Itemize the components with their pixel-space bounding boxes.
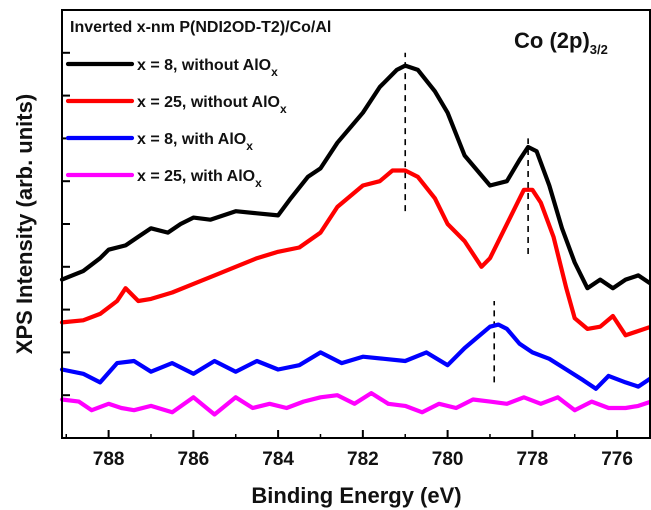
legend-label-sub-1: x — [280, 102, 287, 116]
corner-label-sub: 3/2 — [590, 42, 608, 57]
plot-title: Inverted x-nm P(NDI2OD-T2)/Co/Al — [70, 19, 331, 36]
legend-label-0: x = 8, without AlO — [137, 57, 271, 74]
series-line-3 — [59, 391, 651, 417]
x-tick-label: 780 — [432, 449, 464, 470]
legend-label-sub-2: x — [246, 139, 253, 153]
legend-label-2: x = 8, with AlO — [137, 131, 246, 148]
reference-lines — [404, 52, 529, 383]
x-tick-label: 776 — [601, 449, 633, 470]
legend-label-sub-3: x — [255, 176, 262, 190]
x-axis-title: Binding Energy (eV) — [251, 483, 461, 508]
svg-text:x = 25, with AlOx: x = 25, with AlOx — [137, 168, 262, 190]
x-tick-label: 786 — [178, 449, 210, 470]
y-ticks — [62, 51, 70, 397]
legend-label-sub-0: x — [271, 65, 278, 79]
legend-label-3: x = 25, with AlO — [137, 168, 255, 185]
svg-text:Co (2p)3/2: Co (2p)3/2 — [514, 28, 608, 57]
x-tick-label: 784 — [262, 449, 294, 470]
plot-frame — [61, 9, 651, 439]
svg-text:x = 8, with AlOx: x = 8, with AlOx — [137, 131, 253, 153]
y-axis-title: XPS Intensity (arb. units) — [12, 94, 37, 354]
series-lines — [59, 63, 651, 417]
series-line-1 — [59, 168, 651, 338]
corner-label: Co (2p)3/2 — [514, 28, 608, 57]
svg-text:x = 8, without AlOx: x = 8, without AlOx — [137, 57, 278, 79]
series-line-0 — [59, 63, 651, 291]
x-ticks: 788 786 784 782 780 778 776 — [65, 430, 633, 470]
x-tick-label: 778 — [517, 449, 549, 470]
plot-area: 788 786 784 782 780 778 776 — [59, 9, 651, 470]
series-line-2 — [59, 322, 651, 391]
svg-text:x = 25, without AlOx: x = 25, without AlOx — [137, 94, 287, 116]
x-tick-label: 782 — [347, 449, 379, 470]
x-tick-label: 788 — [93, 449, 125, 470]
corner-label-main: Co (2p) — [514, 28, 590, 53]
legend-label-1: x = 25, without AlO — [137, 94, 280, 111]
